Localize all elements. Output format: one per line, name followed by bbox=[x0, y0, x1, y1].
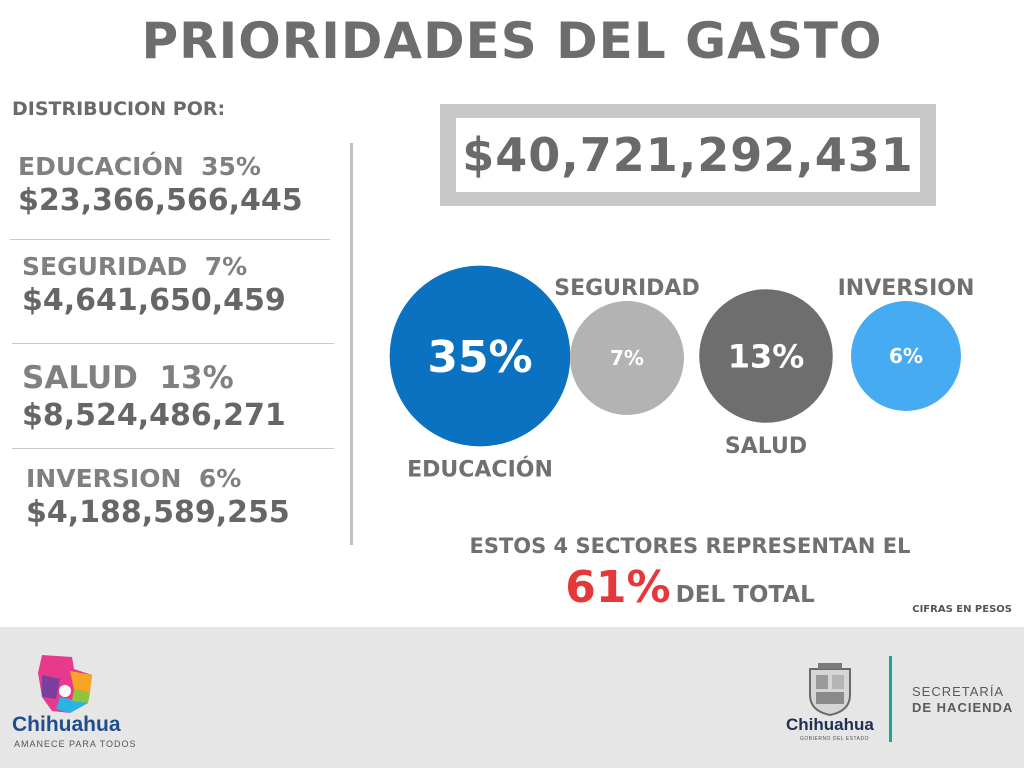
sector-name: SEGURIDAD 7% bbox=[22, 252, 286, 281]
footer: Chihuahua AMANECE PARA TODOS Chihuahua G… bbox=[0, 627, 1024, 768]
secretaria-line2: DE HACIENDA bbox=[912, 700, 1014, 715]
total-amount: $40,721,292,431 bbox=[456, 118, 920, 192]
divider bbox=[10, 239, 330, 240]
bubble-educación bbox=[389, 265, 571, 447]
sector-educacion: EDUCACIÓN 35% $23,366,566,445 bbox=[18, 152, 303, 218]
bubble-inversion bbox=[851, 301, 961, 411]
summary-total: 61% DEL TOTAL bbox=[390, 562, 990, 613]
sector-amount: $4,188,589,255 bbox=[26, 495, 290, 530]
sector-name: EDUCACIÓN 35% bbox=[18, 152, 303, 181]
sector-pct: 7% bbox=[204, 252, 248, 281]
sector-name: INVERSION 6% bbox=[26, 464, 290, 493]
gov-name: Chihuahua bbox=[786, 715, 874, 734]
bubble-category-label: SEGURIDAD bbox=[554, 276, 699, 301]
chihuahua-logo-icon bbox=[38, 655, 92, 713]
vertical-divider bbox=[350, 143, 353, 545]
sector-name-text: INVERSION bbox=[26, 464, 182, 493]
sector-name-text: SALUD bbox=[22, 360, 138, 396]
bubble-value-label: 13% bbox=[728, 338, 805, 376]
divider bbox=[12, 343, 334, 344]
secretaria-line1: SECRETARÍA bbox=[912, 684, 1005, 699]
sector-pct: 6% bbox=[198, 464, 242, 493]
bubble-seguridad bbox=[570, 301, 684, 415]
bubble-salud bbox=[699, 289, 833, 423]
sector-name-text: EDUCACIÓN bbox=[18, 152, 184, 181]
bubble-category-label: INVERSION bbox=[838, 276, 975, 301]
bubble-value-label: 7% bbox=[610, 346, 644, 370]
bubble-category-label: EDUCACIÓN bbox=[407, 456, 553, 482]
bubble-category-label: SALUD bbox=[725, 434, 807, 459]
logo-slogan: AMANECE PARA TODOS bbox=[14, 739, 137, 749]
distribution-label: DISTRIBUCION POR: bbox=[12, 98, 226, 120]
currency-note: CIFRAS EN PESOS bbox=[912, 604, 1012, 615]
sector-seguridad: SEGURIDAD 7% $4,641,650,459 bbox=[22, 252, 286, 318]
divider bbox=[12, 448, 334, 449]
footer-divider bbox=[889, 656, 892, 742]
state-seal-icon bbox=[809, 663, 851, 717]
bubble-value-label: 6% bbox=[889, 344, 923, 368]
bubble-value-label: 35% bbox=[427, 332, 532, 383]
logo-name: Chihuahua bbox=[12, 713, 121, 736]
sector-amount: $23,366,566,445 bbox=[18, 183, 303, 218]
sector-name: SALUD 13% bbox=[22, 360, 286, 396]
sector-pct: 35% bbox=[201, 152, 261, 181]
sector-amount: $8,524,486,271 bbox=[22, 398, 286, 433]
summary-tail: DEL TOTAL bbox=[675, 582, 815, 608]
sector-salud: SALUD 13% $8,524,486,271 bbox=[22, 360, 286, 433]
summary-percentage: 61% bbox=[565, 562, 671, 613]
page-title: PRIORIDADES DEL GASTO bbox=[141, 12, 883, 70]
summary-line: ESTOS 4 SECTORES REPRESENTAN EL bbox=[469, 534, 911, 558]
bubble-chart: 35% EDUCACIÓN 7% SEGURIDAD 13% SALUD 6% INVERSI… bbox=[389, 265, 975, 482]
sector-amount: $4,641,650,459 bbox=[22, 283, 286, 318]
sector-pct: 13% bbox=[159, 360, 234, 396]
gov-subtitle: GOBIERNO DEL ESTADO bbox=[800, 736, 869, 742]
sector-inversion: INVERSION 6% $4,188,589,255 bbox=[26, 464, 290, 530]
sector-name-text: SEGURIDAD bbox=[22, 252, 188, 281]
total-box: $40,721,292,431 bbox=[440, 104, 936, 206]
